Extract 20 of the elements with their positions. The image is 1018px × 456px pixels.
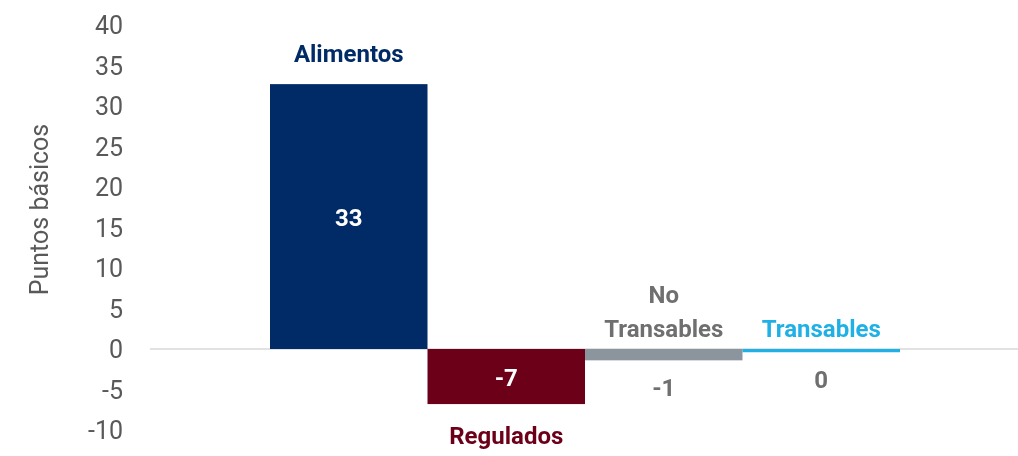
x-tick-label: Transables xyxy=(761,315,881,343)
y-tick-label: 10 xyxy=(94,254,123,283)
y-tick-label: 15 xyxy=(94,213,123,243)
data-label: 0 xyxy=(814,366,829,395)
y-tick-label: -10 xyxy=(87,416,123,445)
y-tick-label: -5 xyxy=(102,375,123,405)
y-tick-label: 0 xyxy=(108,335,123,364)
x-tick-label: Regulados xyxy=(449,422,564,451)
y-tick-label: 5 xyxy=(108,294,123,324)
data-label: -7 xyxy=(494,363,518,392)
y-tick-label: 30 xyxy=(94,92,123,121)
x-tick-label: No Transables xyxy=(604,281,724,343)
y-tick-label: 25 xyxy=(94,132,123,162)
data-label: 33 xyxy=(334,203,363,232)
y-tick-label: 40 xyxy=(94,11,123,40)
data-label: -1 xyxy=(652,374,676,403)
y-axis-title: Puntos básicos xyxy=(25,123,54,296)
y-tick-label: 20 xyxy=(94,173,123,202)
x-tick-label: Alimentos xyxy=(293,40,404,69)
y-tick-label: 35 xyxy=(94,51,123,81)
